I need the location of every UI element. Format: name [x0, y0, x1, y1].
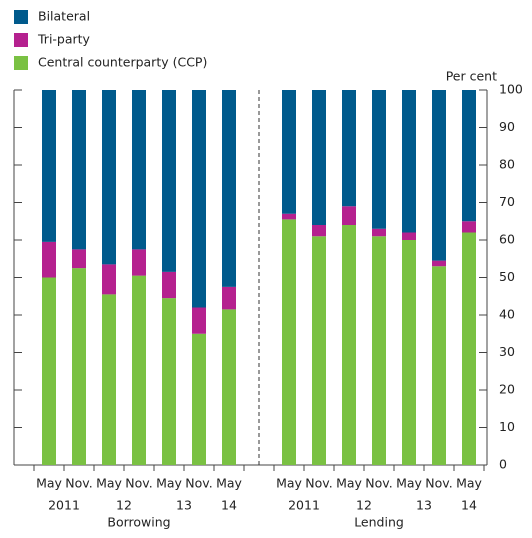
x-year-label: 14: [461, 498, 477, 513]
y-tick-label: 90: [499, 119, 515, 134]
x-tick-label: May: [96, 476, 122, 491]
bar-segment: [312, 236, 326, 465]
bar-segment: [222, 286, 236, 310]
bar-segment: [162, 298, 176, 465]
bar-segment: [312, 90, 326, 225]
y-axis-label: Per cent: [446, 69, 497, 84]
x-tick-label: Nov.: [185, 476, 212, 491]
y-tick-label: 30: [499, 344, 515, 359]
bar-segment: [72, 268, 86, 465]
bar-segment: [342, 206, 356, 225]
x-tick-label: May: [336, 476, 362, 491]
bar-segment: [462, 221, 476, 233]
bar-segment: [102, 264, 116, 295]
x-year-label: 13: [176, 498, 192, 513]
bar-segment: [462, 232, 476, 465]
x-year-label: 2011: [48, 498, 80, 513]
legend-swatch: [14, 56, 28, 70]
bar-segment: [132, 275, 146, 465]
bar-segment: [282, 219, 296, 465]
bar-segment: [372, 236, 386, 465]
y-tick-label: 50: [499, 269, 515, 284]
x-tick-label: May: [36, 476, 62, 491]
bar-segment: [372, 228, 386, 237]
bar-segment: [402, 90, 416, 233]
bar-segment: [72, 90, 86, 250]
y-tick-label: 100: [499, 82, 523, 97]
bar-segment: [72, 249, 86, 269]
x-tick-label: May: [156, 476, 182, 491]
bar-segment: [402, 232, 416, 240]
legend-label: Tri-party: [37, 32, 91, 47]
group-label: Lending: [354, 515, 404, 530]
x-tick-label: May: [396, 476, 422, 491]
x-tick-label: Nov.: [305, 476, 332, 491]
x-tick-label: May: [216, 476, 242, 491]
y-tick-label: 0: [499, 457, 507, 472]
legend-swatch: [14, 10, 28, 24]
bar-segment: [222, 309, 236, 465]
bar-segment: [462, 90, 476, 222]
x-year-label: 13: [416, 498, 432, 513]
x-tick-label: Nov.: [125, 476, 152, 491]
legend-swatch: [14, 33, 28, 47]
bar-segment: [432, 266, 446, 465]
y-tick-label: 80: [499, 157, 515, 172]
bar-segment: [402, 240, 416, 465]
x-tick-label: May: [276, 476, 302, 491]
group-label: Borrowing: [107, 515, 170, 530]
bar-segment: [192, 333, 206, 465]
x-year-label: 2011: [288, 498, 320, 513]
y-tick-label: 40: [499, 307, 515, 322]
bar-segment: [42, 277, 56, 465]
bar-segment: [42, 90, 56, 242]
bar-segment: [342, 225, 356, 465]
bar-segment: [192, 90, 206, 308]
x-year-label: 14: [221, 498, 237, 513]
x-tick-label: Nov.: [65, 476, 92, 491]
x-tick-label: Nov.: [425, 476, 452, 491]
x-tick-label: May: [456, 476, 482, 491]
bar-segment: [372, 90, 386, 229]
y-tick-label: 20: [499, 382, 515, 397]
bar-segment: [222, 90, 236, 287]
bar-segment: [282, 90, 296, 214]
y-tick-label: 60: [499, 232, 515, 247]
y-tick-label: 70: [499, 194, 515, 209]
bar-segment: [342, 90, 356, 207]
bar-segment: [162, 271, 176, 299]
bar-segment: [132, 90, 146, 250]
bar-segment: [42, 241, 56, 278]
bar-segment: [282, 213, 296, 220]
x-tick-label: Nov.: [365, 476, 392, 491]
bar-segment: [102, 90, 116, 265]
bar-segment: [312, 225, 326, 237]
x-year-label: 12: [356, 498, 372, 513]
bar-segment: [102, 294, 116, 465]
x-year-label: 12: [116, 498, 132, 513]
y-tick-label: 10: [499, 419, 515, 434]
legend-label: Bilateral: [38, 9, 90, 24]
bar-segment: [192, 307, 206, 334]
legend-label: Central counterparty (CCP): [38, 55, 207, 70]
bar-segment: [162, 90, 176, 272]
bar-segment: [432, 90, 446, 261]
bar-segment: [432, 260, 446, 267]
bar-segment: [132, 249, 146, 276]
